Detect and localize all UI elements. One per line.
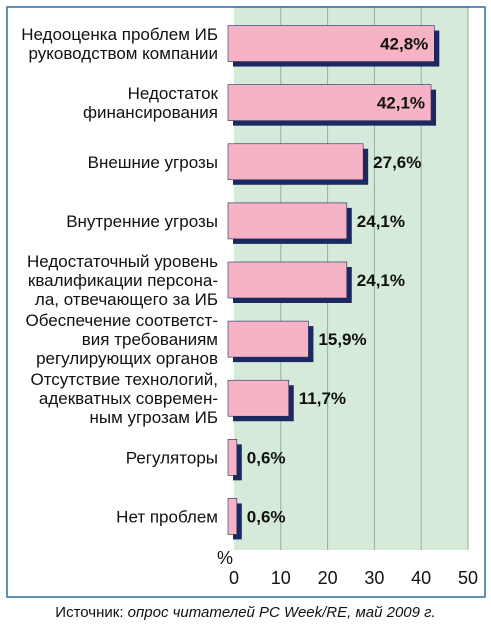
frame-border [6, 6, 486, 598]
category-label-8-0: Нет проблем [116, 507, 218, 526]
bar-2 [227, 143, 364, 181]
category-label-7-0: Регуляторы [126, 448, 218, 467]
x-tick-label-20: 20 [318, 568, 338, 588]
source-prefix: Источник: [55, 604, 128, 621]
bar-0 [227, 25, 435, 62]
category-label-6-2: ным угрозам ИБ [90, 408, 218, 427]
x-tick-label-0: 0 [229, 568, 239, 588]
source-note: Источник: опрос читателей PC Week/RE, ма… [0, 604, 491, 621]
bar-3 [227, 202, 348, 240]
bar-5 [227, 320, 309, 358]
category-label-4-0: Недостаточный уровень [27, 252, 218, 271]
x-axis-unit: % [217, 548, 233, 568]
category-label-0-1: руководством компании [29, 44, 219, 63]
category-label-1-0: Недостаток [128, 84, 219, 103]
chart-frame: 42,8% Недооценка проблем ИБ руководством к… [6, 6, 486, 606]
x-tick-label-50: 50 [458, 568, 478, 588]
category-label-5-2: регулирующих органов [36, 349, 218, 368]
bar-value-label-6: 11,7% [299, 389, 346, 408]
category-label-5-1: вия требованиям [82, 330, 218, 349]
bar-value-label-5: 15,9% [318, 330, 366, 349]
category-label-6-1: адекватных современ- [39, 389, 218, 408]
source-text: опрос читателей PC Week/RE, май 2009 г. [127, 604, 436, 621]
x-tick-label-30: 30 [364, 568, 384, 588]
bar-value-label-8: 0,6% [247, 507, 286, 526]
bar-shadow-8 [233, 503, 242, 540]
bar-value-label-3: 24,1% [357, 212, 405, 231]
x-tick-label-40: 40 [411, 568, 431, 588]
bar-1 [227, 84, 432, 121]
bar-value-label-4: 24,1% [357, 271, 405, 290]
bar-7 [227, 439, 238, 476]
bar-value-label-7: 0,6% [247, 448, 286, 467]
bar-shadow-7 [233, 444, 242, 481]
category-label-5-0: Обеспечение соответст- [26, 311, 218, 330]
bar-value-label-2: 27,6% [373, 153, 421, 172]
bar-8 [227, 498, 238, 535]
bar-value-label-1: 42,1% [377, 94, 425, 113]
category-label-3-0: Внутренние угрозы [66, 212, 218, 231]
bar-value-label-0: 42,8% [380, 35, 428, 54]
category-label-2-0: Внешние угрозы [88, 153, 218, 172]
category-label-1-1: финансирования [83, 103, 218, 122]
x-tick-label-10: 10 [271, 568, 291, 588]
category-label-6-0: Отсутствие технологий, [30, 370, 218, 389]
category-label-4-1: квалификации персона- [28, 271, 218, 290]
bar-4 [227, 261, 348, 299]
bar-6 [227, 379, 290, 417]
category-label-0-0: Недооценка проблем ИБ [21, 25, 218, 44]
category-label-4-2: ла, отвечающего за ИБ [35, 290, 218, 309]
